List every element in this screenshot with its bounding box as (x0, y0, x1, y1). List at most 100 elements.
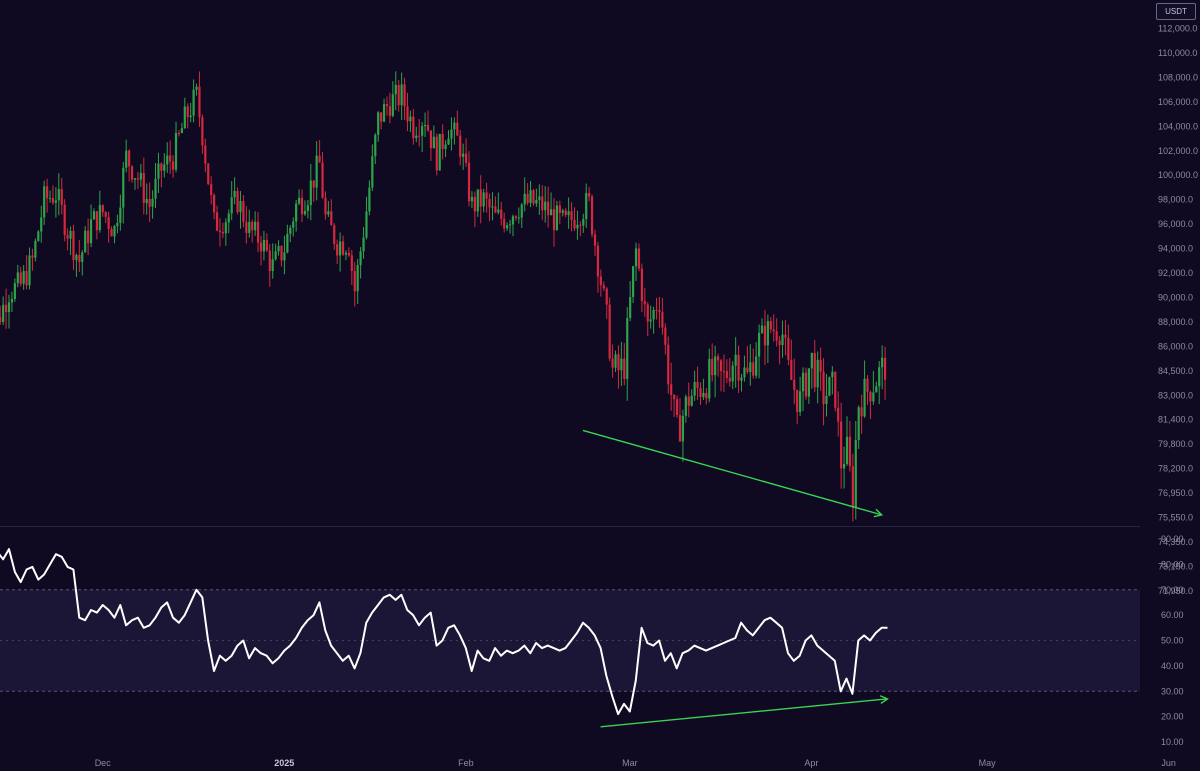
candle-body (602, 285, 605, 289)
candle-body (752, 362, 755, 376)
candle-body (514, 216, 517, 219)
candle-body (749, 362, 752, 372)
candle-body (4, 304, 8, 313)
candle-body (213, 194, 216, 213)
price-axis-label: 92,000.0 (1158, 268, 1193, 278)
candle-body (743, 367, 746, 378)
price-axis-label: 94,000.0 (1158, 244, 1193, 254)
candle-body (479, 189, 482, 207)
candle-body (189, 115, 192, 118)
candle-body (388, 106, 392, 116)
candle-body (368, 187, 371, 212)
candle-body (380, 112, 383, 122)
candle-body (541, 196, 544, 211)
price-axis-label: 71,950.0 (1158, 586, 1193, 596)
candle-body (593, 234, 597, 246)
price-axis-label: 79,800.0 (1158, 439, 1193, 449)
candle-body (54, 200, 57, 203)
rsi-line (0, 548, 888, 716)
price-axis-label: 75,550.0 (1158, 513, 1193, 523)
candle-body (397, 85, 400, 106)
candle-body (825, 395, 828, 405)
rsi-axis-label: 50.00 (1161, 636, 1184, 646)
price-axis-label: 102,000.0 (1158, 146, 1198, 156)
trendlines (582, 429, 890, 728)
candle-body (793, 379, 796, 390)
candle-body (866, 378, 869, 392)
candle-body (215, 212, 219, 231)
date-axis[interactable]: Dec 2025 Feb Mar Apr May Jun (95, 758, 1176, 768)
price-axis[interactable]: 112,000.0 110,000.0 108,000.0 106,000.0 104,… (1158, 24, 1198, 596)
candle-body (289, 227, 292, 234)
candle-body (634, 248, 638, 267)
candle-body (652, 309, 655, 320)
candle-body (409, 116, 412, 122)
candle-body (608, 304, 611, 359)
candle-body (28, 255, 31, 286)
rsi-axis-label: 60.00 (1161, 610, 1184, 620)
candle-body (22, 271, 25, 284)
candle-body (31, 255, 34, 258)
candle-body (321, 162, 324, 198)
candle-body (37, 231, 40, 241)
candlestick-series (0, 71, 887, 522)
price-axis-label: 96,000.0 (1158, 219, 1193, 229)
candle-body (769, 321, 772, 330)
candle-body (450, 129, 453, 139)
candle-body (661, 312, 664, 328)
candle-body (163, 164, 166, 171)
rsi-axis-label: 80.00 (1161, 559, 1184, 569)
candle-body (192, 89, 195, 116)
candle-body (130, 166, 134, 180)
candle-body (813, 353, 816, 388)
candle-body (274, 251, 277, 260)
rsi-axis-label: 40.00 (1161, 661, 1184, 671)
price-trendline (582, 429, 882, 516)
candle-body (579, 224, 582, 226)
candle-body (295, 203, 298, 222)
candle-body (570, 211, 573, 220)
candle-body (611, 358, 614, 368)
candle-body (708, 358, 711, 399)
price-axis-label: 112,000.0 (1158, 24, 1197, 34)
candle-body (535, 199, 538, 204)
price-axis-label: 74,350.0 (1158, 537, 1193, 547)
candle-body (221, 231, 224, 234)
candle-body (271, 259, 274, 272)
candle-body (353, 271, 356, 292)
candle-body (283, 252, 286, 261)
candle-body (66, 235, 69, 239)
candle-body (470, 196, 474, 202)
candle-body (441, 133, 444, 149)
candle-body (265, 239, 268, 251)
candle-body (863, 378, 866, 417)
candle-body (869, 391, 872, 402)
candle-body (719, 360, 723, 372)
currency-badge[interactable]: USDT (1156, 3, 1196, 20)
candle-body (760, 325, 764, 333)
candle-body (845, 436, 849, 464)
candle-body (860, 407, 863, 417)
candle-body (43, 186, 46, 218)
candle-body (711, 358, 714, 376)
candle-body (558, 205, 561, 213)
price-axis-label: 86,000.0 (1158, 341, 1193, 351)
candle-body (344, 252, 348, 255)
candle-body (746, 367, 749, 372)
rsi-axis[interactable]: 90.00 80.00 70.00 60.00 50.00 40.00 30.00 20.00… (1161, 534, 1184, 747)
price-axis-label: 100,000.0 (1158, 170, 1198, 180)
candle-body (626, 318, 629, 380)
candle-body (500, 209, 503, 219)
candle-body (406, 106, 409, 122)
candle-body (781, 334, 784, 346)
candle-body (2, 304, 5, 323)
candle-body (412, 116, 415, 139)
candle-body (851, 466, 854, 508)
candle-body (98, 205, 101, 231)
candle-body (391, 94, 394, 116)
candle-body (198, 86, 201, 118)
date-axis-label: Dec (95, 758, 112, 768)
candle-body (248, 221, 251, 233)
candle-body (306, 205, 309, 211)
